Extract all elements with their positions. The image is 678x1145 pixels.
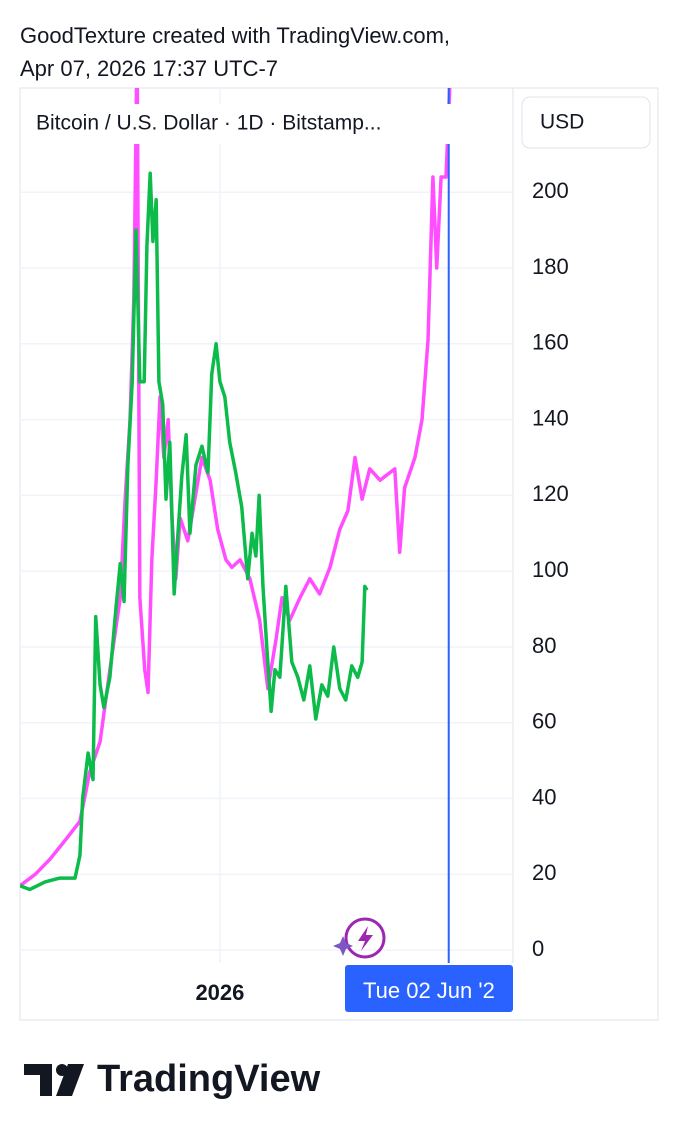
chart-frame: [19, 87, 659, 1021]
x-tick-label: 2026: [195, 980, 244, 1005]
y-tick-label: 20: [532, 860, 556, 885]
cursor-label-text: Tue 02 Jun '2: [363, 978, 495, 1003]
icon-ring: [344, 917, 386, 959]
brand-logo: TradingView: [24, 1058, 321, 1100]
chart-title: Bitcoin / U.S. Dollar · 1D · Bitstamp...: [36, 112, 381, 135]
y-tick-label: 200: [532, 178, 569, 203]
header-line: GoodTexture created with TradingView.com…: [20, 23, 450, 48]
currency-box[interactable]: [521, 96, 651, 149]
logo-mark: [56, 1064, 84, 1096]
y-tick-label: 120: [532, 481, 569, 506]
y-tick-label: 0: [532, 936, 544, 961]
cursor-label: Tue 02 Jun '2: [345, 965, 513, 1012]
y-tick-label: 60: [532, 709, 556, 734]
icon-bolt: [358, 926, 373, 951]
assistant-icon[interactable]: [333, 917, 386, 959]
icon-sparkle: [333, 936, 353, 956]
currency: USD: [540, 111, 584, 134]
plot: [20, 88, 452, 963]
y-tick-label: 180: [532, 254, 569, 279]
logo-mark: [24, 1064, 52, 1096]
series-line: [20, 171, 369, 892]
y-tick-label: 140: [532, 405, 569, 430]
y-tick-label: 40: [532, 784, 556, 809]
cursor-label-bg: [345, 965, 513, 1012]
y-tick-label: 80: [532, 633, 556, 658]
brand: TradingView: [97, 1058, 321, 1100]
legend-bg: [24, 104, 452, 144]
axes: 0 20 40 60 80 100 120 140 160 180 200 2026: [195, 178, 568, 1005]
header-line: Apr 07, 2026 17:37 UTC-7: [20, 56, 278, 81]
y-tick-label: 100: [532, 557, 569, 582]
y-tick-label: 160: [532, 330, 569, 355]
